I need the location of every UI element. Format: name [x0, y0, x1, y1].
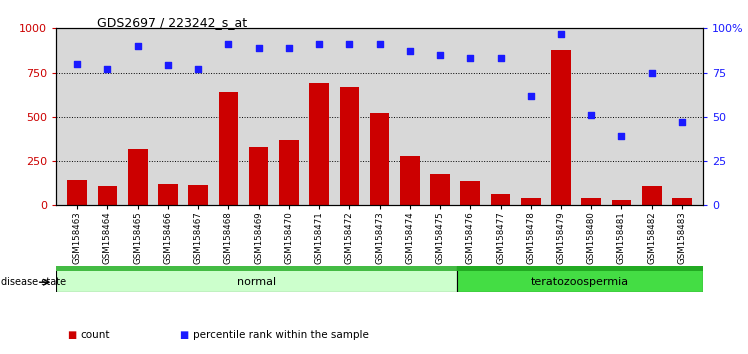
- Point: [434, 52, 446, 58]
- Point: [222, 41, 234, 47]
- Text: GDS2697 / 223242_s_at: GDS2697 / 223242_s_at: [97, 16, 248, 29]
- Bar: [672, 198, 692, 205]
- Bar: [98, 186, 117, 205]
- Bar: [400, 156, 420, 205]
- Point: [162, 63, 174, 68]
- Bar: [158, 184, 178, 205]
- Text: disease state: disease state: [1, 277, 66, 287]
- Bar: [551, 50, 571, 205]
- Bar: [128, 149, 147, 205]
- Text: normal: normal: [237, 277, 276, 287]
- Point: [585, 112, 597, 118]
- Text: count: count: [81, 330, 110, 339]
- Bar: [612, 200, 631, 205]
- Bar: [456, 266, 703, 271]
- Bar: [430, 175, 450, 205]
- Point: [616, 133, 628, 139]
- Text: percentile rank within the sample: percentile rank within the sample: [193, 330, 369, 339]
- Bar: [310, 83, 329, 205]
- Bar: [456, 266, 703, 292]
- Bar: [340, 87, 359, 205]
- Bar: [56, 266, 456, 271]
- Bar: [581, 198, 601, 205]
- Bar: [218, 92, 239, 205]
- Point: [525, 93, 537, 98]
- Point: [494, 56, 506, 61]
- Point: [71, 61, 83, 67]
- Point: [313, 41, 325, 47]
- Point: [253, 45, 265, 51]
- Point: [646, 70, 657, 75]
- Bar: [188, 185, 208, 205]
- Bar: [491, 194, 510, 205]
- Bar: [279, 140, 298, 205]
- Point: [555, 31, 567, 36]
- Bar: [461, 181, 480, 205]
- Point: [102, 66, 114, 72]
- Text: ■: ■: [180, 330, 188, 339]
- Point: [132, 43, 144, 49]
- Bar: [249, 147, 269, 205]
- Bar: [642, 186, 661, 205]
- Point: [192, 66, 204, 72]
- Point: [404, 48, 416, 54]
- Bar: [370, 113, 390, 205]
- Point: [343, 41, 355, 47]
- Bar: [521, 198, 541, 205]
- Bar: [56, 266, 456, 292]
- Point: [465, 56, 476, 61]
- Bar: [67, 180, 87, 205]
- Text: teratozoospermia: teratozoospermia: [531, 277, 629, 287]
- Point: [373, 41, 386, 47]
- Text: ■: ■: [67, 330, 76, 339]
- Point: [676, 119, 688, 125]
- Point: [283, 45, 295, 51]
